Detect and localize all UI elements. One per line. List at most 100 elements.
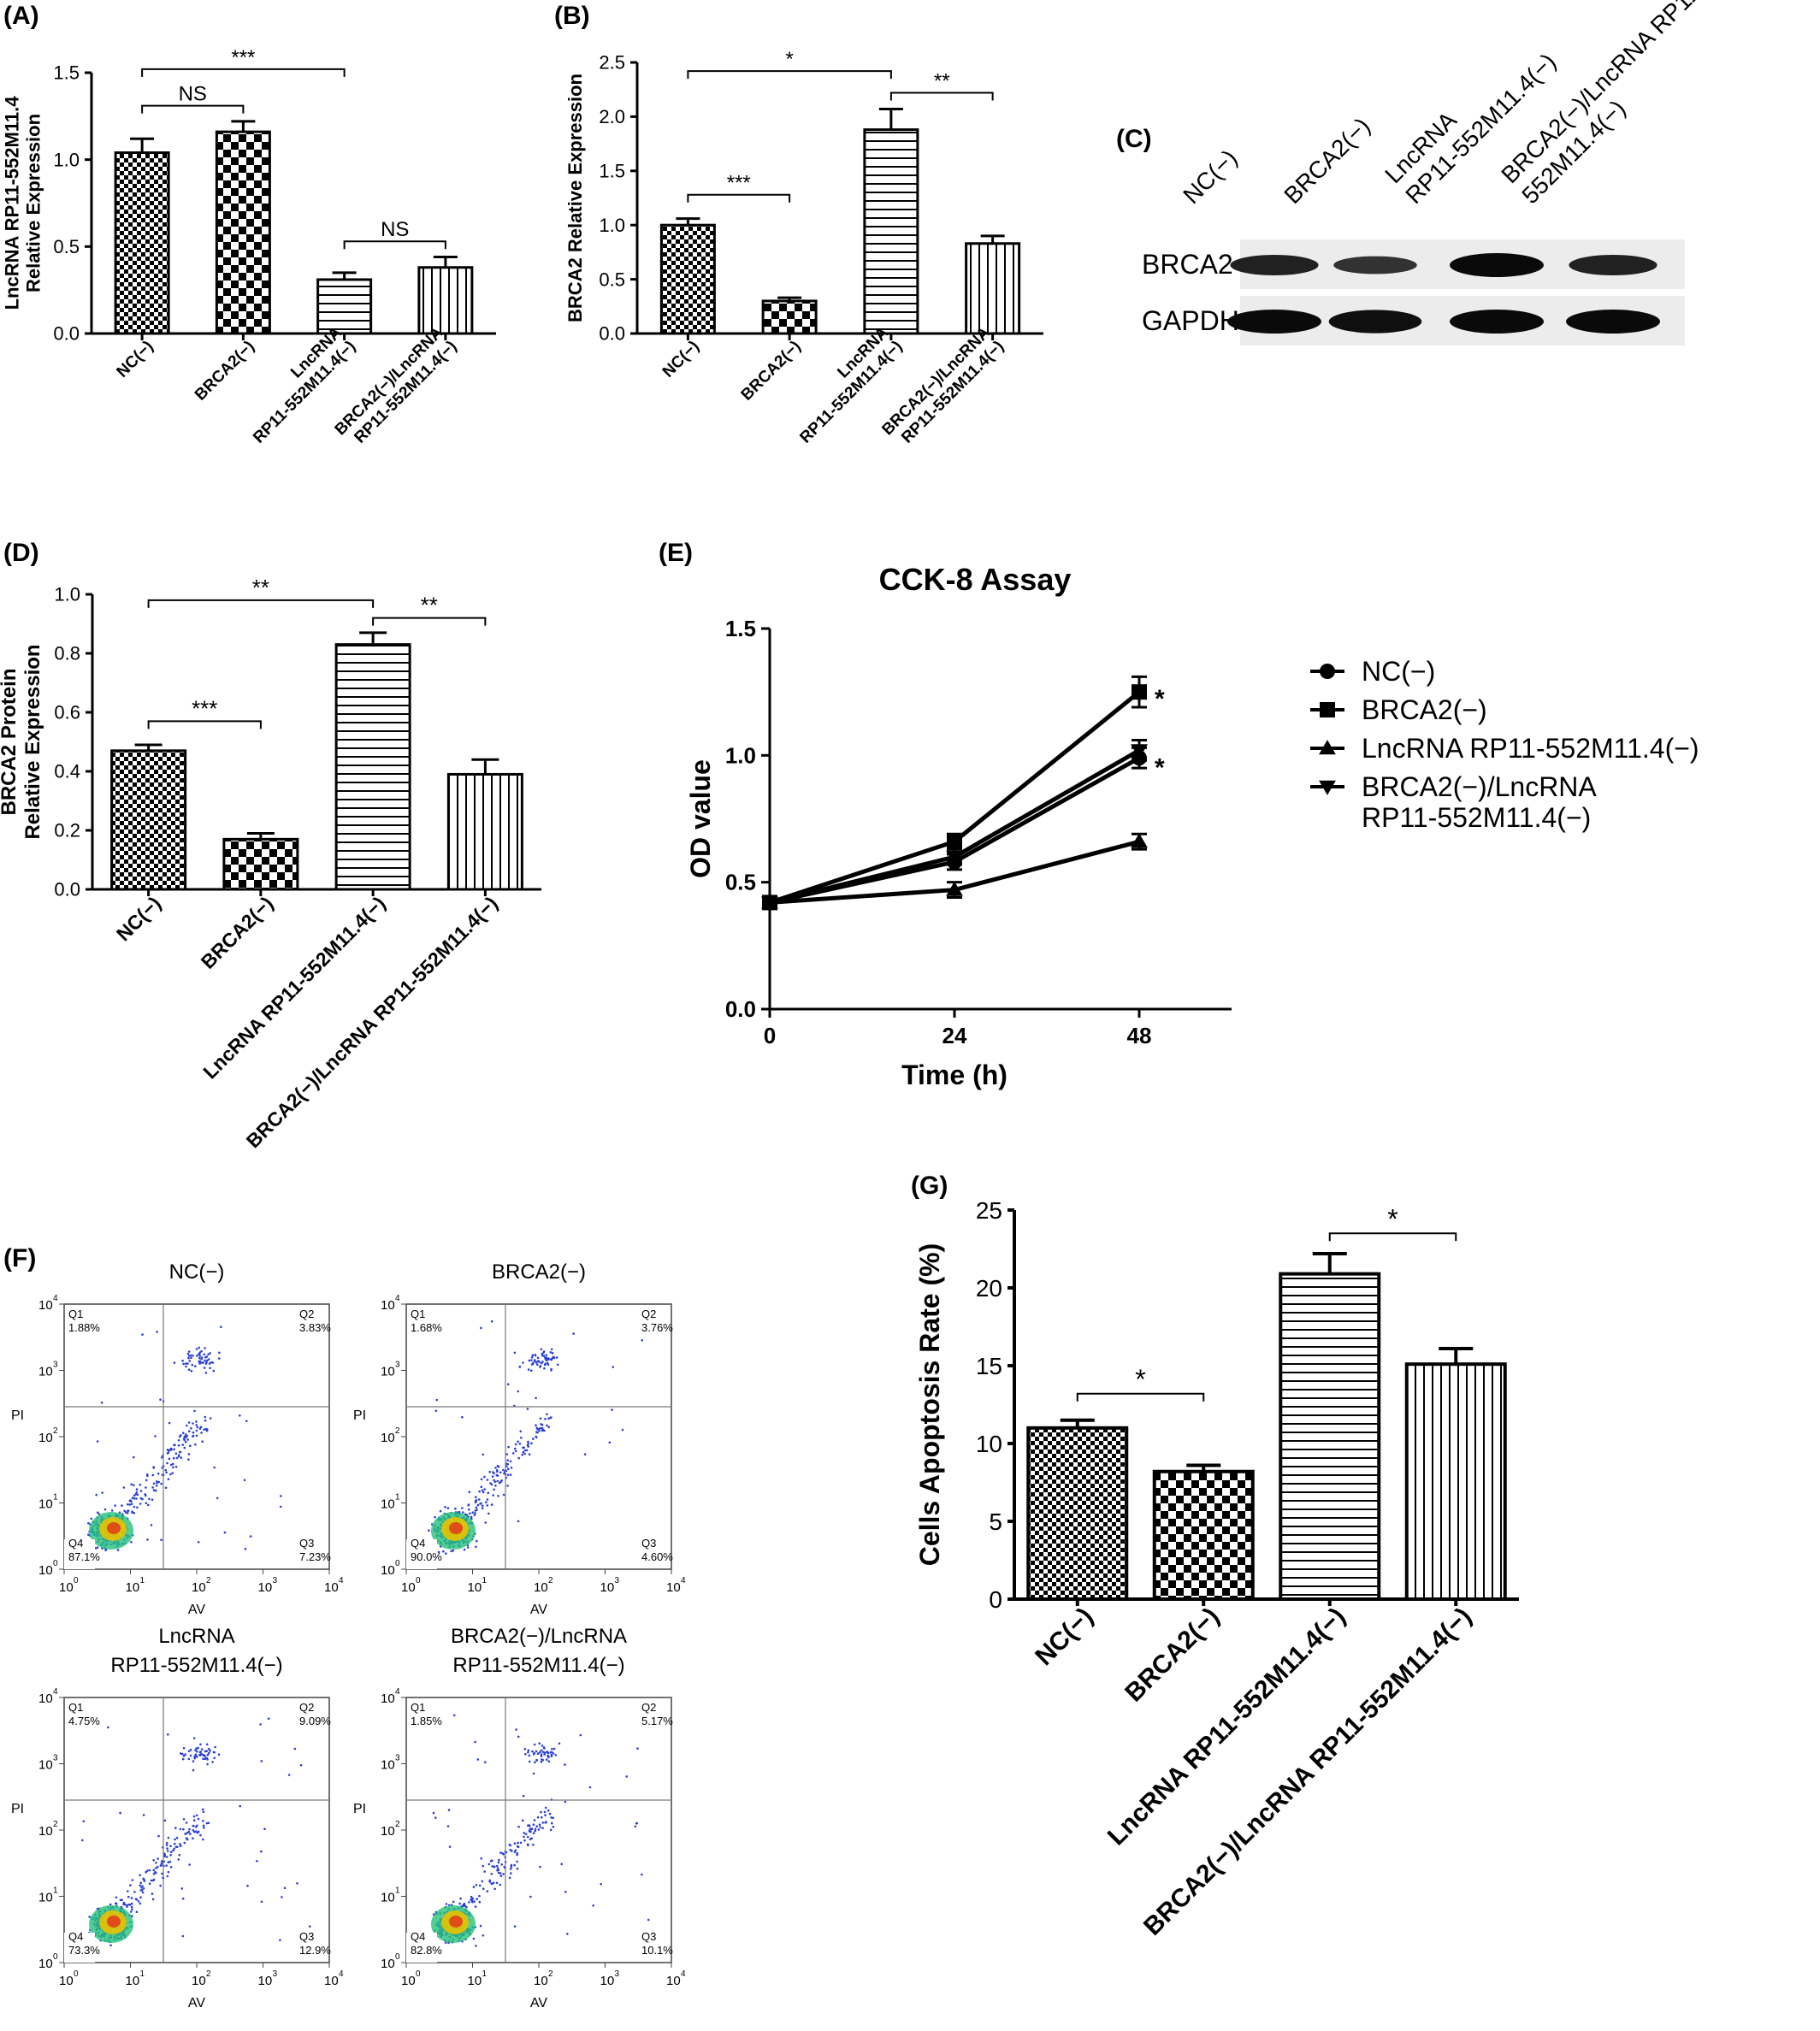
y-axis-label-group: BRCA2 Protein Relative Expression (0, 644, 44, 839)
annotation: * (1155, 685, 1165, 713)
flow-dot (145, 1870, 147, 1874)
quadrant-name: Q4 (411, 1930, 425, 1943)
flow-dot (157, 1480, 160, 1484)
flow-dot (549, 1351, 552, 1354)
bar (446, 772, 523, 891)
flow-dot (535, 1396, 537, 1400)
y-tick-label: 0.5 (53, 236, 80, 257)
marker-square (1320, 702, 1335, 717)
x-tick-label-exp: 1 (140, 1576, 145, 1585)
flow-dot (486, 1890, 489, 1892)
flow-dot (490, 1873, 493, 1875)
flow-dot (145, 1486, 147, 1489)
flow-dot (513, 1842, 517, 1845)
bar (1152, 1469, 1255, 1602)
flow-dot (533, 1359, 536, 1362)
flow-dot (445, 1941, 447, 1944)
panel-letter-g: (G) (911, 1172, 948, 1200)
flow-dot (110, 1509, 114, 1512)
significance-bracket (343, 240, 446, 250)
y-axis-label-group: BRCA2 Relative Expression (564, 74, 586, 322)
flow-dot (636, 1747, 639, 1750)
y-tick-label-exp: 1 (53, 1493, 58, 1503)
flow-dot (452, 1900, 455, 1904)
flow-dot (529, 1827, 531, 1831)
x-tick-label: BRCA2(−) (738, 338, 805, 404)
y-tick-label-base: 10 (38, 1365, 53, 1379)
flow-dot (513, 1925, 517, 1928)
flow-dot (550, 1751, 553, 1754)
flow-dot (202, 1820, 204, 1822)
flow-dot (202, 1824, 205, 1827)
flow-dot (146, 1538, 149, 1541)
flow-dot (154, 1435, 157, 1438)
flow-dot (191, 1363, 194, 1367)
flow-dot (141, 1885, 144, 1887)
flow-q4-box (406, 1933, 437, 1963)
flow-dot (592, 1904, 594, 1907)
flow-dot (193, 1409, 196, 1413)
flow-dot (521, 1453, 523, 1456)
flow-dot (540, 1755, 543, 1757)
flow-dot (541, 1423, 544, 1426)
x-tick-label-group: NC(−) (112, 892, 165, 945)
flow-dot (181, 1757, 185, 1761)
flow-dot (514, 1449, 517, 1453)
y-tick-label-base: 10 (381, 1891, 395, 1905)
quadrant-name: Q3 (299, 1537, 314, 1550)
flow-dot (508, 1876, 511, 1880)
flow-dot (173, 1361, 176, 1364)
flow-dot (522, 1794, 525, 1798)
flow-dot (148, 1882, 151, 1886)
flow-dot (87, 1521, 90, 1525)
flow-dot (141, 1497, 144, 1501)
flow-dot (524, 1833, 528, 1835)
significance-label: NS (381, 218, 409, 241)
flow-dot (505, 1465, 508, 1467)
flow-dot (204, 1347, 206, 1349)
flow-dot (136, 1493, 139, 1497)
flow-dot (189, 1833, 192, 1835)
x-tick-label-base: 10 (258, 1580, 273, 1595)
flow-dot (551, 1748, 553, 1751)
quadrant-percent: 9.09% (299, 1715, 331, 1727)
flow-dot (482, 1934, 485, 1937)
flow-dot (543, 1753, 546, 1756)
flow-dot (439, 1509, 442, 1513)
y-axis-label: Relative Expression (21, 644, 44, 839)
flow-dot (513, 1863, 516, 1867)
y-tick-label: 1.0 (53, 149, 80, 170)
flow-dot (239, 1804, 241, 1808)
flow-dot (165, 1844, 168, 1846)
flow-dot (121, 1504, 123, 1507)
y-tick-label-exp: 2 (395, 1820, 400, 1829)
flow-dot (135, 1491, 139, 1494)
x-tick-label-base: 10 (126, 1974, 140, 1988)
chart-a-svg: 0.0 0.5 1.0 1.5 LncRNA RP11-552M11.4 Relative… (1, 46, 496, 447)
flow-dot (151, 1898, 155, 1901)
flow-dot (461, 1415, 464, 1419)
flow-dot (545, 1821, 547, 1823)
flow-dot (535, 1361, 537, 1363)
flow-dot (536, 1431, 539, 1434)
x-tick-label-base: 10 (401, 1580, 416, 1595)
y-tick-label-exp: 4 (395, 1294, 400, 1303)
flow-dot (207, 1353, 210, 1356)
y-tick-label-exp: 3 (395, 1361, 400, 1370)
flow-dot (145, 1502, 148, 1504)
flow-dot (203, 1353, 206, 1355)
x-tick-label-exp: 4 (339, 1969, 344, 1979)
quadrant-percent: 3.83% (299, 1321, 331, 1334)
flow-dot (107, 1726, 109, 1729)
quadrant-percent: 3.76% (641, 1321, 673, 1334)
flow-dot (195, 1434, 198, 1438)
flow-dot (243, 1479, 246, 1482)
flow-dot (164, 1486, 168, 1489)
panel-letter-d: (D) (3, 539, 39, 567)
x-tick-label-base: 10 (600, 1974, 615, 1988)
flow-dot (172, 1849, 174, 1852)
flow-q4-box (64, 1933, 95, 1963)
flow-dot (543, 1810, 547, 1814)
flow-dot (279, 1939, 281, 1942)
y-axis-label: PI (353, 1802, 366, 1816)
